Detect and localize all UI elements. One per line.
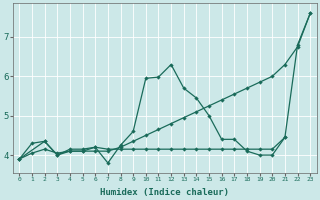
X-axis label: Humidex (Indice chaleur): Humidex (Indice chaleur) (100, 188, 229, 197)
